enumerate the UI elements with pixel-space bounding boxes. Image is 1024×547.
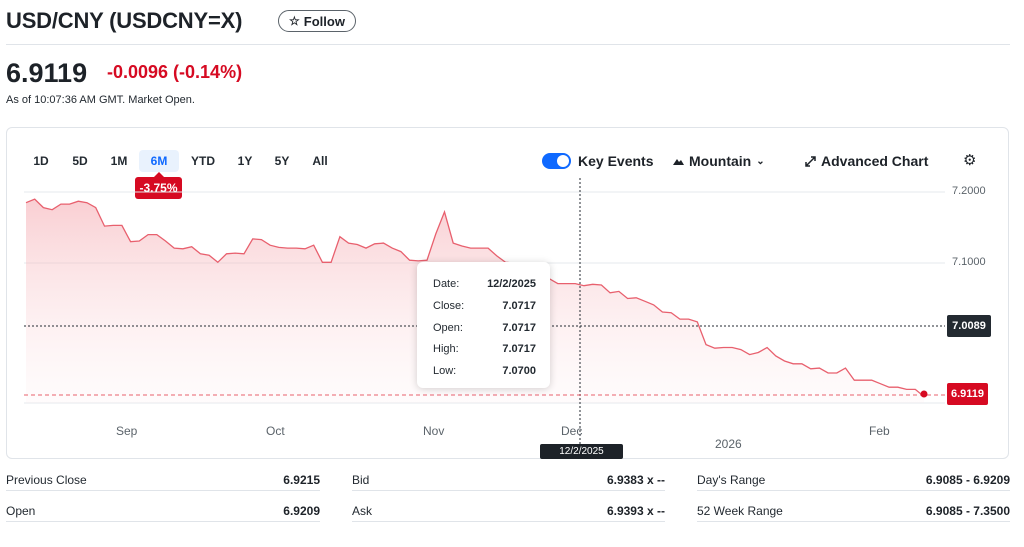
range-5y[interactable]: 5Y <box>274 154 290 168</box>
current-price: 6.9119 <box>6 58 88 88</box>
range-1y[interactable]: 1Y <box>237 154 253 168</box>
tooltip-open-row: Open: 7.0717 <box>433 322 536 334</box>
chart-type-label: Mountain <box>689 153 752 169</box>
stat-days-range-label: Day's Range <box>697 473 766 487</box>
follow-button[interactable]: ☆ Follow <box>278 10 356 32</box>
key-events-toggle[interactable] <box>542 153 571 169</box>
chart-type-dropdown[interactable]: Mountain ⌄ <box>673 153 765 169</box>
stat-divider <box>6 490 320 491</box>
market-status: As of 10:07:36 AM GMT. Market Open. <box>6 94 195 106</box>
tooltip-open-label: Open: <box>433 322 463 334</box>
chart-card <box>6 127 1009 459</box>
page-title: USD/CNY (USDCNY=X) <box>6 8 243 33</box>
tooltip-close-value: 7.0717 <box>502 300 536 312</box>
stat-open-value: 6.9209 <box>283 504 320 518</box>
stat-divider <box>697 521 1010 522</box>
gear-icon[interactable]: ⚙ <box>963 152 977 169</box>
x-tick-feb: Feb <box>869 424 890 438</box>
tooltip-close-row: Close: 7.0717 <box>433 300 536 312</box>
advanced-chart-label: Advanced Chart <box>821 153 929 169</box>
tooltip-low-value: 7.0700 <box>502 365 536 377</box>
price-change: -0.0096 (-0.14%) <box>107 62 243 82</box>
tooltip-high-label: High: <box>433 343 459 355</box>
tooltip-open-value: 7.0717 <box>502 322 536 334</box>
last-price-dot <box>920 390 928 398</box>
stat-bid-label: Bid <box>352 473 370 487</box>
x-tick-oct: Oct <box>266 424 285 438</box>
stat-days-range-value: 6.9085 - 6.9209 <box>925 473 1010 487</box>
stat-open-label: Open <box>6 504 36 518</box>
range-1m[interactable]: 1M <box>110 154 128 168</box>
x-tick-dec: Dec <box>561 424 583 438</box>
header-divider <box>6 44 1010 45</box>
expand-icon <box>805 155 816 167</box>
key-events-label[interactable]: Key Events <box>578 153 654 169</box>
x-tick-nov: Nov <box>423 424 445 438</box>
range-ytd[interactable]: YTD <box>191 154 215 168</box>
price-line <box>25 198 925 398</box>
stat-previous-close-value: 6.9215 <box>283 473 320 487</box>
tooltip-date-value: 12/2/2025 <box>487 278 536 290</box>
stat-divider <box>6 521 320 522</box>
star-icon: ☆ <box>289 14 300 28</box>
stat-ask-value: 6.9393 x -- <box>606 504 665 518</box>
range-all[interactable]: All <box>312 154 328 168</box>
stat-bid-value: 6.9383 x -- <box>606 473 665 487</box>
tooltip-high-row: High: 7.0717 <box>433 343 536 355</box>
tooltip-low-label: Low: <box>433 365 457 377</box>
tooltip-low-row: Low: 7.0700 <box>433 365 536 377</box>
follow-label: Follow <box>303 13 345 29</box>
tooltip-close-label: Close: <box>433 300 465 312</box>
mountain-icon <box>673 159 684 165</box>
last-price-tag: 6.9119 <box>947 383 988 405</box>
y-tick-7.1000: 7.1000 <box>952 256 986 268</box>
advanced-chart-button[interactable]: Advanced Chart <box>805 153 928 169</box>
stat-divider <box>352 521 665 522</box>
x-tick-2026: 2026 <box>715 437 742 451</box>
chart-tooltip: Date: 12/2/2025 Close: 7.0717 Open: 7.07… <box>417 262 550 388</box>
stat-ask-label: Ask <box>352 504 373 518</box>
crosshair-date-tag: 12/2/2025 <box>540 444 623 459</box>
stat-52-week-range-value: 6.9085 - 7.3500 <box>925 504 1010 518</box>
chevron-down-icon: ⌄ <box>756 155 765 167</box>
stat-52-week-range-label: 52 Week Range <box>697 504 783 518</box>
range-1d[interactable]: 1D <box>33 154 49 168</box>
tooltip-date-label: Date: <box>433 278 460 290</box>
tooltip-date-row: Date: 12/2/2025 <box>433 278 536 290</box>
stat-divider <box>697 490 1010 491</box>
stat-divider <box>352 490 665 491</box>
tooltip-high-value: 7.0717 <box>502 343 536 355</box>
stat-previous-close-label: Previous Close <box>6 473 87 487</box>
y-tick-7.2000: 7.2000 <box>952 185 986 197</box>
crosshair-value-tag: 7.0089 <box>947 315 991 337</box>
x-tick-sep: Sep <box>116 424 138 438</box>
range-5d[interactable]: 5D <box>72 154 88 168</box>
range-6m[interactable]: 6M <box>139 150 179 172</box>
